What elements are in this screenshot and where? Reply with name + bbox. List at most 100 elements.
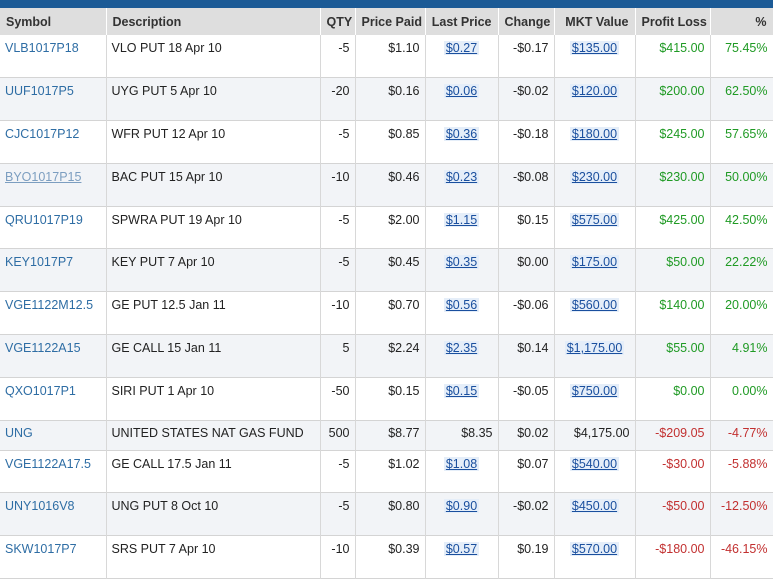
percent-cell: 50.00% <box>710 163 773 207</box>
mkt-value-cell: $750.00 <box>554 377 636 421</box>
change-cell: -$0.18 <box>498 120 555 164</box>
table-row: BYO1017P15 BAC PUT 15 Apr 10 -10 $0.46 $… <box>0 163 773 207</box>
mkt-value-link[interactable]: $750.00 <box>569 383 620 398</box>
last-price-link[interactable]: $1.15 <box>443 212 480 227</box>
last-price-link[interactable]: $0.06 <box>443 84 480 99</box>
change-cell: -$0.02 <box>498 77 555 121</box>
qty-cell: -10 <box>320 163 356 207</box>
change-cell: $0.15 <box>498 206 555 249</box>
mkt-value-link[interactable]: $450.00 <box>569 499 620 514</box>
last-price-link[interactable]: $0.90 <box>443 499 480 514</box>
mkt-value-link[interactable]: $230.00 <box>569 169 620 184</box>
col-header-percent[interactable]: % <box>710 8 773 35</box>
price-paid-cell: $0.16 <box>355 77 426 121</box>
symbol-link[interactable]: UNY1016V8 <box>5 499 75 514</box>
percent-cell: 22.22% <box>710 248 773 292</box>
mkt-value-link[interactable]: $575.00 <box>569 212 620 227</box>
description-cell: UNITED STATES NAT GAS FUND <box>106 420 321 451</box>
symbol-cell: KEY1017P7 <box>0 248 107 292</box>
last-price-cell: $1.08 <box>425 450 499 493</box>
profit-loss-cell: -$30.00 <box>635 450 711 493</box>
mkt-value-cell: $1,175.00 <box>554 334 636 378</box>
symbol-link[interactable]: QRU1017P19 <box>5 212 83 227</box>
mkt-value-link[interactable]: $180.00 <box>569 127 620 142</box>
change-cell: $0.02 <box>498 420 555 451</box>
symbol-link[interactable]: UUF1017P5 <box>5 84 74 99</box>
col-header-qty[interactable]: QTY <box>320 8 356 35</box>
mkt-value-link[interactable]: $540.00 <box>569 456 620 471</box>
price-paid-cell: $0.46 <box>355 163 426 207</box>
percent-cell: 4.91% <box>710 334 773 378</box>
mkt-value-link[interactable]: $120.00 <box>569 84 620 99</box>
col-header-description[interactable]: Description <box>106 8 321 35</box>
symbol-cell: UNG <box>0 420 107 451</box>
percent-cell: 20.00% <box>710 291 773 335</box>
description-cell: GE PUT 12.5 Jan 11 <box>106 291 321 335</box>
description-cell: VLO PUT 18 Apr 10 <box>106 35 321 78</box>
profit-loss-cell: $0.00 <box>635 377 711 421</box>
col-header-change[interactable]: Change <box>498 8 555 35</box>
table-row: QXO1017P1 SIRI PUT 1 Apr 10 -50 $0.15 $0… <box>0 377 773 421</box>
symbol-cell: QRU1017P19 <box>0 206 107 249</box>
last-price-link[interactable]: $0.35 <box>443 255 480 270</box>
qty-cell: -5 <box>320 450 356 493</box>
mkt-value-cell: $560.00 <box>554 291 636 335</box>
table-row: VGE1122A17.5 GE CALL 17.5 Jan 11 -5 $1.0… <box>0 450 773 493</box>
col-header-symbol[interactable]: Symbol <box>0 8 107 35</box>
profit-loss-cell: -$50.00 <box>635 492 711 536</box>
symbol-link[interactable]: CJC1017P12 <box>5 127 80 142</box>
col-header-price-paid[interactable]: Price Paid <box>355 8 426 35</box>
col-header-mkt-value[interactable]: MKT Value <box>554 8 636 35</box>
symbol-cell: QXO1017P1 <box>0 377 107 421</box>
profit-loss-cell: $415.00 <box>635 35 711 78</box>
description-cell: GE CALL 15 Jan 11 <box>106 334 321 378</box>
qty-cell: 5 <box>320 334 356 378</box>
mkt-value-link[interactable]: $570.00 <box>569 542 620 557</box>
mkt-value-cell: $120.00 <box>554 77 636 121</box>
mkt-value-link[interactable]: $1,175.00 <box>564 341 625 356</box>
mkt-value-link[interactable]: $560.00 <box>569 298 620 313</box>
symbol-cell: VGE1122M12.5 <box>0 291 107 335</box>
mkt-value-link[interactable]: $175.00 <box>569 255 620 270</box>
description-cell: SPWRA PUT 19 Apr 10 <box>106 206 321 249</box>
qty-cell: 500 <box>320 420 356 451</box>
last-price-cell: $0.90 <box>425 492 499 536</box>
mkt-value-link[interactable]: $135.00 <box>569 41 620 55</box>
table-row: UUF1017P5 UYG PUT 5 Apr 10 -20 $0.16 $0.… <box>0 77 773 121</box>
qty-cell: -5 <box>320 248 356 292</box>
symbol-link[interactable]: SKW1017P7 <box>5 542 77 557</box>
last-price-cell: $0.57 <box>425 535 499 579</box>
qty-cell: -5 <box>320 492 356 536</box>
change-cell: $0.00 <box>498 248 555 292</box>
last-price-link[interactable]: $0.15 <box>443 383 480 398</box>
price-paid-cell: $2.24 <box>355 334 426 378</box>
price-paid-cell: $0.45 <box>355 248 426 292</box>
change-cell: -$0.05 <box>498 377 555 421</box>
percent-cell: -4.77% <box>710 420 773 451</box>
col-header-profit-loss[interactable]: Profit Loss <box>635 8 711 35</box>
symbol-link[interactable]: QXO1017P1 <box>5 383 76 398</box>
last-price-link[interactable]: $0.36 <box>443 127 480 142</box>
col-header-last-price[interactable]: Last Price <box>425 8 499 35</box>
last-price-link[interactable]: $1.08 <box>443 456 480 471</box>
symbol-cell: SKW1017P7 <box>0 535 107 579</box>
mkt-value-cell: $230.00 <box>554 163 636 207</box>
symbol-link[interactable]: VGE1122A17.5 <box>5 456 91 471</box>
symbol-link[interactable]: VLB1017P18 <box>5 41 79 55</box>
symbol-link[interactable]: UNG <box>5 425 33 440</box>
description-cell: BAC PUT 15 Apr 10 <box>106 163 321 207</box>
last-price-link[interactable]: $2.35 <box>443 341 480 356</box>
last-price-cell: $0.35 <box>425 248 499 292</box>
last-price-link[interactable]: $0.56 <box>443 298 480 313</box>
last-price-link[interactable]: $0.57 <box>443 542 480 557</box>
symbol-link[interactable]: VGE1122M12.5 <box>5 298 94 313</box>
last-price-link[interactable]: $0.27 <box>443 41 480 55</box>
table-row: KEY1017P7 KEY PUT 7 Apr 10 -5 $0.45 $0.3… <box>0 248 773 292</box>
price-paid-cell: $2.00 <box>355 206 426 249</box>
last-price-link[interactable]: $0.23 <box>443 169 480 184</box>
symbol-link[interactable]: BYO1017P15 <box>5 169 82 184</box>
symbol-link[interactable]: KEY1017P7 <box>5 255 74 270</box>
symbol-link[interactable]: VGE1122A15 <box>5 341 81 356</box>
table-row: UNG UNITED STATES NAT GAS FUND 500 $8.77… <box>0 420 773 451</box>
symbol-cell: UNY1016V8 <box>0 492 107 536</box>
